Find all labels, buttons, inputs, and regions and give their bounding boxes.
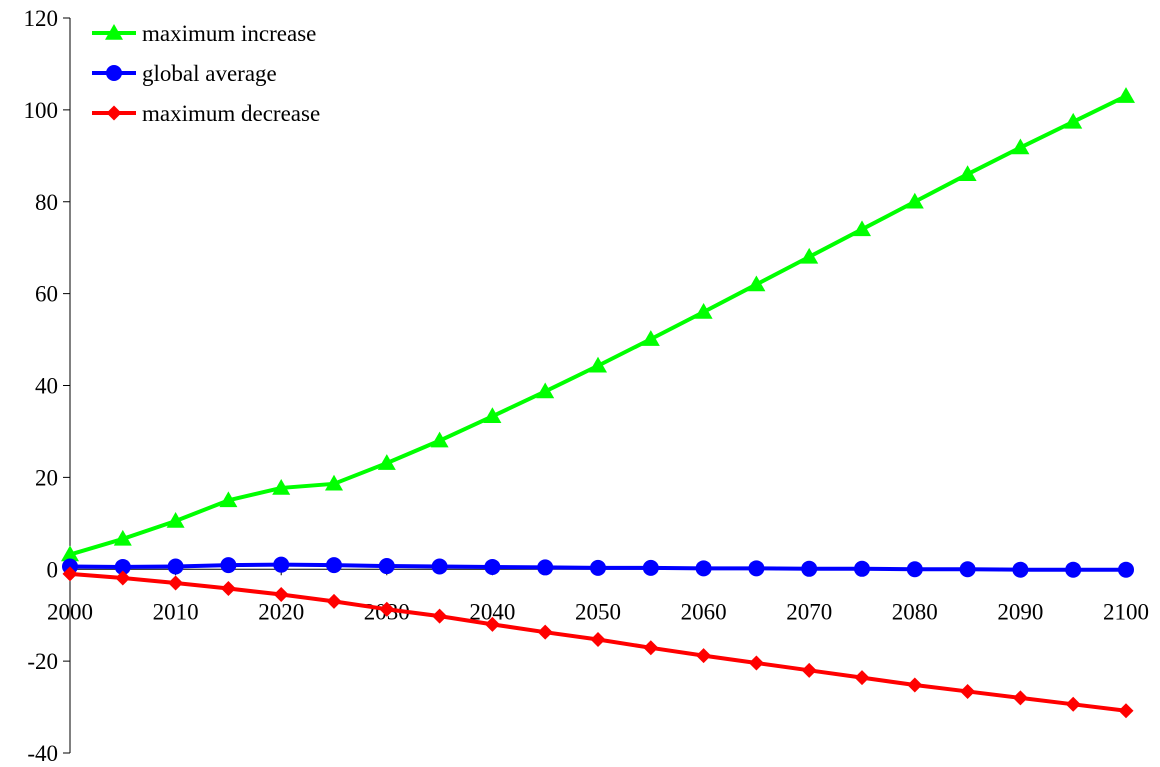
y-tick-label: 0 [47,557,59,582]
data-point-global-average [1065,561,1082,578]
x-tick-label: 2020 [258,599,304,624]
data-point-global-average [906,561,923,578]
data-point-global-average [484,558,501,575]
data-point-maximum-decrease [1118,703,1134,719]
data-point-maximum-increase [958,165,977,181]
data-point-maximum-increase [430,431,449,448]
data-point-global-average [114,558,131,575]
data-point-maximum-decrease [432,608,448,624]
data-point-maximum-increase [1117,87,1135,103]
data-point-maximum-increase [219,491,238,508]
data-point-maximum-decrease [115,570,131,586]
data-point-maximum-decrease [168,575,184,591]
legend-item-global-average: global average [92,61,277,86]
data-point-maximum-decrease [273,587,289,603]
legend-item-maximum-decrease: maximum decrease [92,101,320,126]
legend-label: global average [142,61,277,86]
data-point-maximum-increase [905,192,924,209]
data-point-maximum-increase [272,478,291,495]
data-point-global-average [378,558,395,575]
data-point-maximum-decrease [748,655,764,671]
data-point-maximum-increase [377,454,396,470]
data-point-maximum-decrease [590,632,606,648]
series-maximum-increase [61,87,1135,562]
data-point-maximum-decrease [643,640,659,656]
data-point-global-average [273,556,290,573]
data-point-maximum-increase [325,474,343,491]
data-point-global-average [431,558,448,575]
data-point-maximum-increase [853,220,871,237]
x-tick-label: 2060 [681,599,727,624]
data-point-maximum-decrease [696,648,712,664]
data-point-maximum-increase [1064,112,1083,129]
y-tick-label: -40 [27,741,58,766]
data-point-global-average [959,561,976,578]
data-point-maximum-decrease [326,593,342,609]
data-point-maximum-increase [61,545,79,562]
data-point-maximum-increase [641,330,660,346]
x-tick-label: 2070 [786,599,832,624]
data-point-maximum-increase [1011,138,1030,155]
x-tick-label: 2050 [575,599,621,624]
y-tick-label: -20 [27,649,58,674]
series-layer [61,87,1135,719]
y-tick-label: 120 [24,6,59,31]
data-point-global-average [220,557,237,574]
legend-marker [106,105,122,121]
legend-marker [106,65,122,81]
data-point-maximum-decrease [62,566,78,582]
data-point-global-average [642,559,659,576]
data-point-maximum-decrease [379,601,395,617]
legend: maximum increase global average maximum de… [92,21,320,126]
data-point-global-average [695,560,712,577]
axes: 120100806040200-20-402000201020202030204… [24,6,1150,766]
data-point-maximum-increase [800,247,819,264]
legend-label: maximum decrease [142,101,320,126]
y-tick-label: 80 [35,190,58,215]
data-point-maximum-decrease [220,581,236,597]
data-point-maximum-increase [694,303,713,319]
data-point-global-average [590,559,606,576]
data-point-maximum-increase [747,275,766,292]
x-tick-label: 2100 [1103,599,1149,624]
data-point-global-average [854,560,870,577]
y-tick-label: 100 [24,98,59,123]
series-maximum-decrease [62,566,1134,719]
x-tick-label: 2010 [153,599,199,624]
data-point-maximum-increase [589,356,607,373]
data-point-maximum-decrease [537,624,553,640]
data-point-global-average [326,557,342,574]
data-point-global-average [748,560,765,577]
data-point-maximum-decrease [1065,696,1081,712]
data-point-maximum-decrease [907,677,923,693]
x-tick-label: 2090 [997,599,1043,624]
data-point-maximum-increase [113,529,132,546]
legend-marker [105,24,123,40]
data-point-maximum-decrease [801,662,817,678]
data-point-maximum-decrease [484,616,500,632]
data-point-maximum-increase [483,407,502,424]
data-point-maximum-increase [536,382,555,399]
data-point-global-average [801,560,818,577]
data-point-maximum-decrease [854,670,870,686]
data-point-global-average [167,558,184,575]
data-point-global-average [1012,561,1029,578]
data-point-maximum-decrease [1012,690,1028,706]
series-line-maximum-increase [68,94,1128,557]
x-tick-label: 2080 [892,599,938,624]
series-global-average [62,556,1134,578]
x-tick-label: 2000 [47,599,93,624]
legend-label: maximum increase [142,21,316,46]
legend-item-maximum-increase: maximum increase [92,21,316,46]
data-point-maximum-decrease [960,683,976,699]
data-point-global-average [537,559,554,576]
y-tick-label: 60 [35,282,58,307]
y-tick-label: 40 [35,374,58,399]
y-tick-label: 20 [35,465,58,490]
data-point-maximum-increase [166,512,185,528]
data-point-global-average [1118,561,1134,578]
